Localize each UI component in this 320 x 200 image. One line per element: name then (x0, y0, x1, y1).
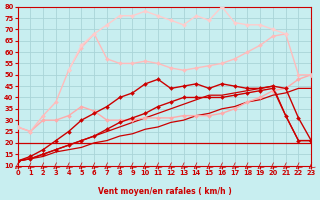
X-axis label: Vent moyen/en rafales ( km/h ): Vent moyen/en rafales ( km/h ) (98, 187, 231, 196)
